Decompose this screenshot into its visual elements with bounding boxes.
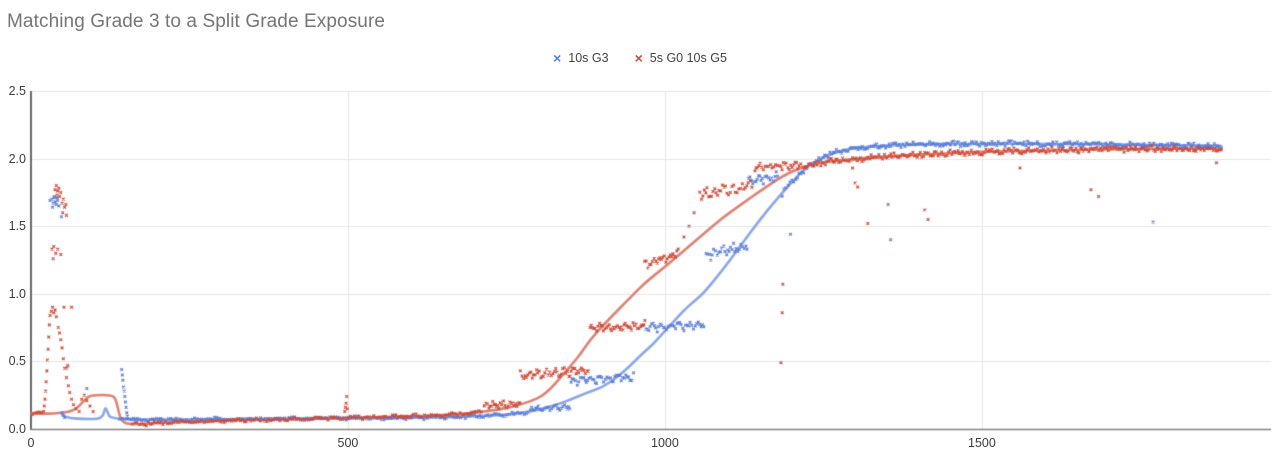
y-tick-label: 2.0 — [8, 151, 26, 166]
y-tick-label: 1.5 — [8, 219, 26, 234]
page-title: Matching Grade 3 to a Split Grade Exposu… — [7, 11, 386, 32]
chart-legend: × 10s G3 × 5s G0 10s G5 — [553, 49, 727, 67]
legend-item-label: 5s G0 10s G5 — [649, 51, 727, 65]
x-tick-label: 500 — [337, 436, 359, 450]
y-tick-label: 2.5 — [8, 84, 26, 98]
y-tick-label: 0.0 — [8, 422, 26, 436]
y-tick-label: 0.5 — [8, 354, 26, 369]
y-tick-label: 1.0 — [8, 286, 26, 301]
legend-item-label: 10s G3 — [568, 51, 609, 65]
x-marker-icon: × — [634, 50, 643, 66]
x-tick-label: 1000 — [651, 436, 679, 450]
legend-item-10s-g3[interactable]: × 10s G3 — [553, 51, 609, 65]
x-tick-label: 0 — [27, 436, 35, 450]
x-marker-icon: × — [553, 50, 562, 66]
legend-item-5s-g0-10s-g5[interactable]: × 5s G0 10s G5 — [635, 51, 727, 65]
x-tick-label: 1500 — [968, 436, 996, 450]
